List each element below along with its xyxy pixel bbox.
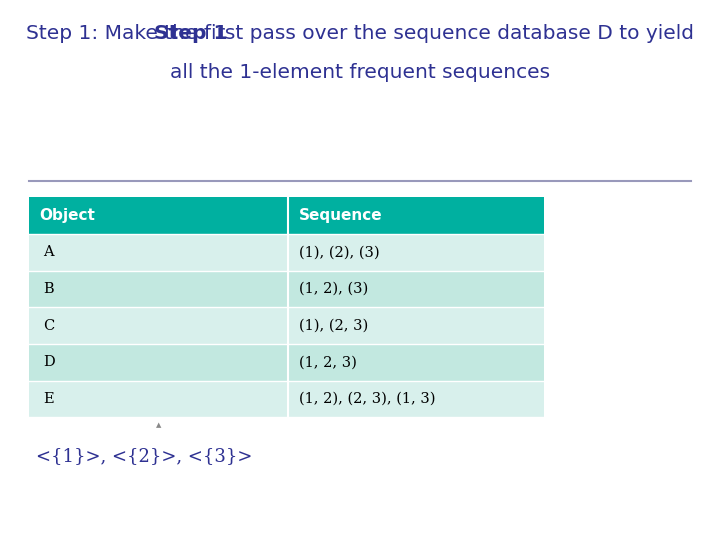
Text: (1, 2, 3): (1, 2, 3) bbox=[299, 355, 356, 369]
Text: A: A bbox=[43, 245, 54, 259]
Text: (1), (2, 3): (1), (2, 3) bbox=[299, 319, 368, 333]
Text: Sequence: Sequence bbox=[299, 208, 382, 223]
Text: (1, 2), (3): (1, 2), (3) bbox=[299, 282, 368, 296]
Text: (1), (2), (3): (1), (2), (3) bbox=[299, 245, 379, 259]
Text: B: B bbox=[43, 282, 54, 296]
Text: all the 1-element frequent sequences: all the 1-element frequent sequences bbox=[170, 63, 550, 82]
Text: Step 1: Step 1 bbox=[154, 24, 228, 43]
Text: D: D bbox=[43, 355, 55, 369]
Text: E: E bbox=[43, 392, 54, 406]
Text: Step 1: Make the first pass over the sequence database D to yield: Step 1: Make the first pass over the seq… bbox=[26, 24, 694, 43]
Text: C: C bbox=[43, 319, 55, 333]
Text: ▲: ▲ bbox=[156, 422, 161, 428]
Text: <{1}>, <{2}>, <{3}>: <{1}>, <{2}>, <{3}> bbox=[36, 447, 253, 465]
Text: (1, 2), (2, 3), (1, 3): (1, 2), (2, 3), (1, 3) bbox=[299, 392, 436, 406]
Text: Object: Object bbox=[40, 208, 96, 223]
